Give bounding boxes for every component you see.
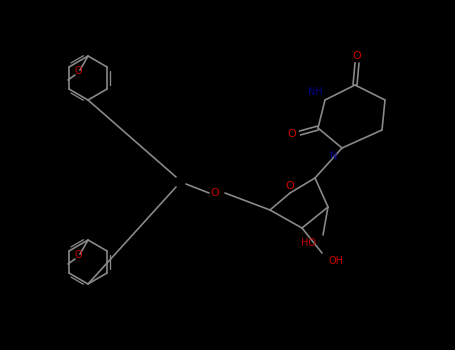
Text: HO: HO (302, 238, 317, 248)
Text: O: O (211, 188, 219, 198)
Text: O: O (74, 250, 82, 260)
Text: O: O (353, 51, 361, 61)
Text: O: O (74, 66, 82, 76)
Text: O: O (288, 129, 296, 139)
Text: N: N (330, 151, 338, 161)
Text: NH: NH (308, 87, 323, 97)
Text: O: O (286, 181, 294, 191)
Text: OH: OH (329, 256, 344, 266)
